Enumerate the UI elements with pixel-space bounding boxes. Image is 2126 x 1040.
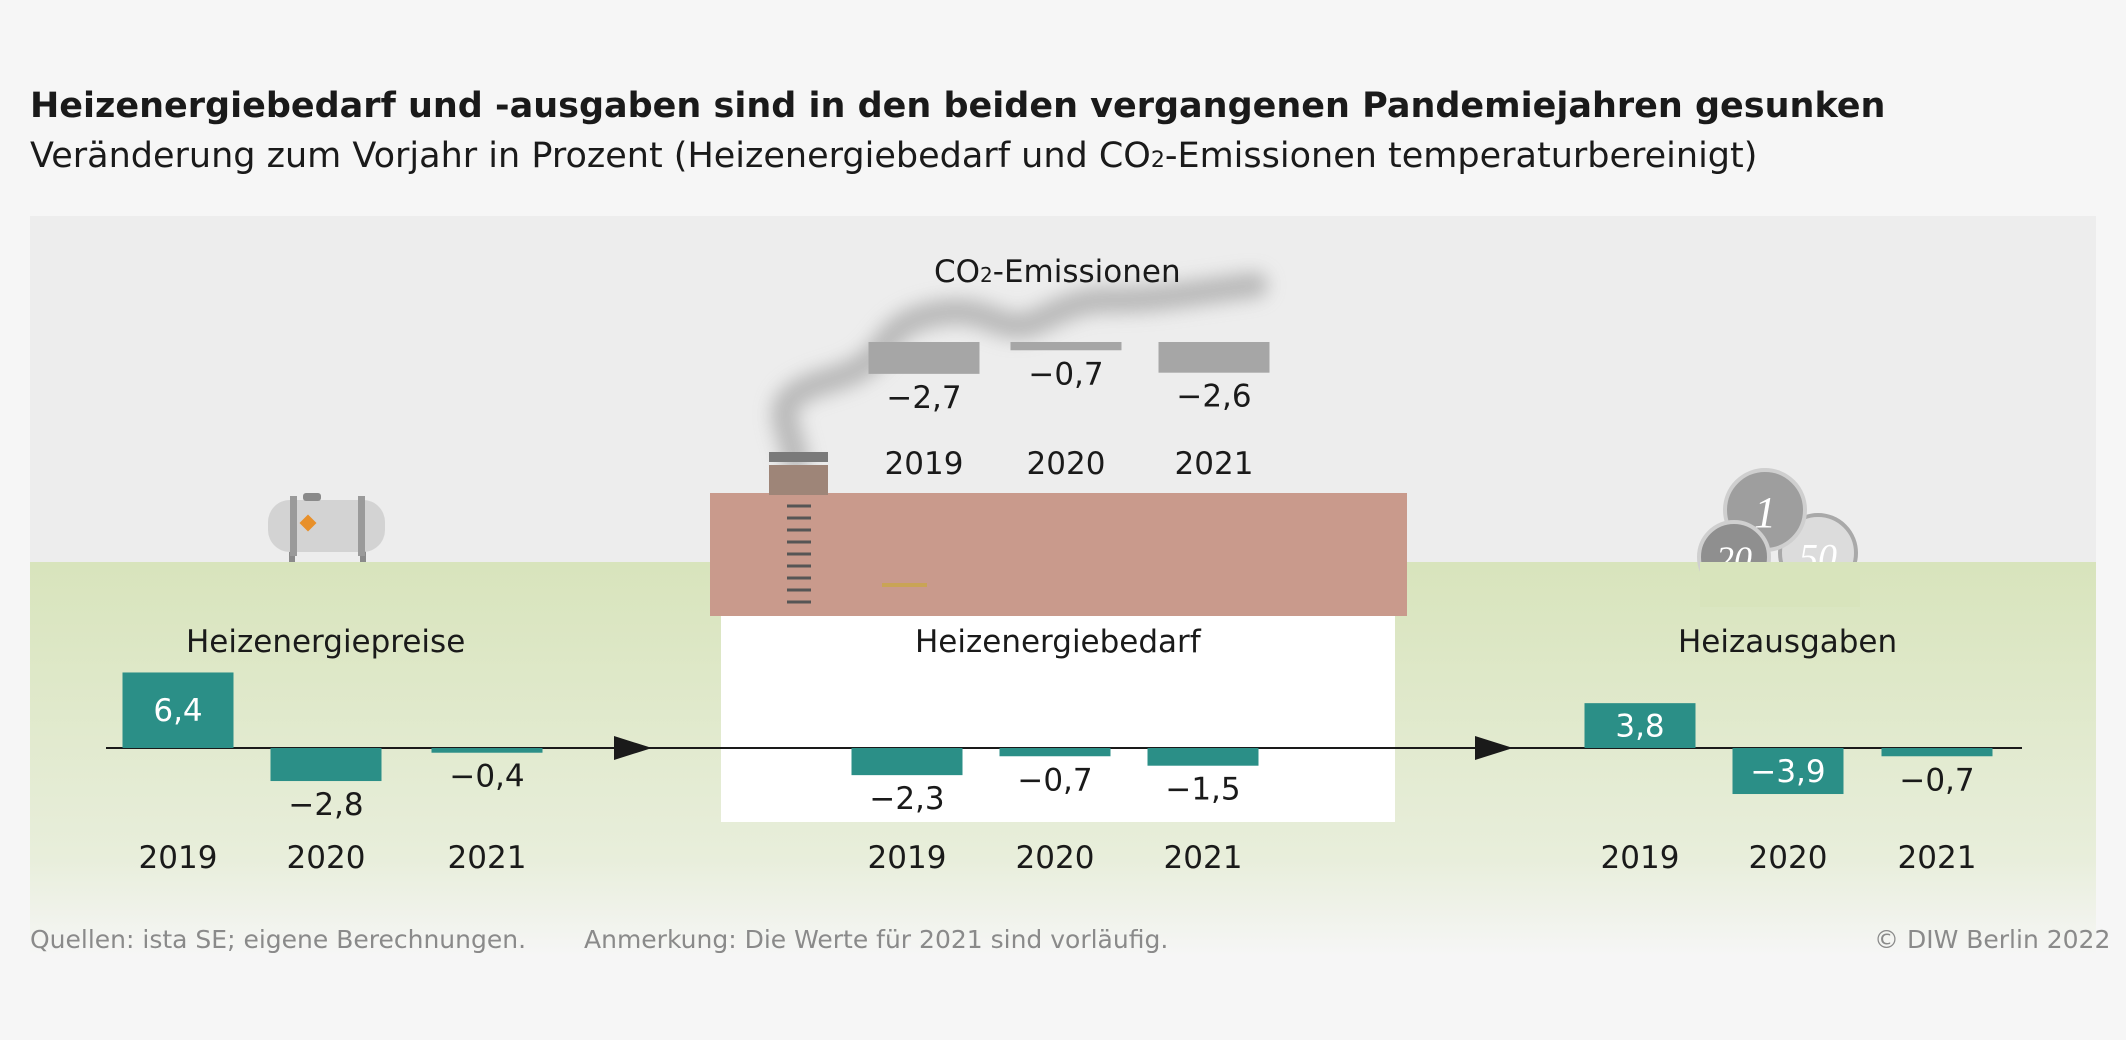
year-label-1-2019: 2019 [868, 840, 947, 876]
footer-note: Anmerkung: Die Werte für 2021 sind vorlä… [584, 925, 1169, 954]
bar-3-2020 [1010, 342, 1122, 351]
value-label-1-2019: −2,3 [869, 781, 944, 817]
flow-arrow-1 [614, 736, 652, 760]
panel-title-co2-emissionen: CO2-Emissionen [934, 254, 1181, 290]
year-label-1-2021: 2021 [1164, 840, 1243, 876]
bar-0-2019 [122, 672, 234, 748]
chimney-smoke-icon [771, 272, 1268, 475]
house-roof [710, 493, 1407, 616]
svg-text:1: 1 [1754, 488, 1776, 537]
value-label-1-2020: −0,7 [1017, 762, 1092, 798]
bar-3-2019 [868, 342, 980, 374]
value-label-0-2019: 6,4 [153, 693, 202, 729]
chart-subtitle: Veränderung zum Vorjahr in Prozent (Heiz… [30, 136, 1758, 176]
bar-2-2019 [1584, 703, 1696, 748]
footer-sources: Quellen: ista SE; eigene Berechnungen. [30, 925, 527, 954]
panel-title-heizenergiepreise: Heizenergiepreise [186, 624, 466, 660]
year-label-0-2020: 2020 [287, 840, 366, 876]
bar-1-2021 [1147, 748, 1259, 766]
value-label-2-2020: −3,9 [1750, 754, 1825, 790]
panel-title-heizenergiebedarf: Heizenergiebedarf [915, 624, 1201, 660]
chimney-ladder [787, 504, 811, 604]
bar-1-2019 [851, 748, 963, 776]
value-label-2-2021: −0,7 [1899, 762, 1974, 798]
value-label-3-2021: −2,6 [1176, 379, 1251, 415]
panel-title-heizausgaben: Heizausgaben [1678, 624, 1898, 660]
year-label-3-2020: 2020 [1027, 446, 1106, 482]
bar-2-2020 [1732, 748, 1844, 795]
chimney [769, 465, 828, 495]
bar-1-2020 [999, 748, 1111, 757]
bar-0-2020 [270, 748, 382, 782]
bar-2-2021 [1881, 748, 1993, 757]
footer-copyright: © DIW Berlin 2022 [1874, 925, 2111, 954]
flow-arrow-2 [1475, 736, 1513, 760]
chart-title: Heizenergiebedarf und -ausgaben sind in … [30, 86, 1886, 126]
value-label-2-2019: 3,8 [1615, 709, 1664, 745]
value-label-1-2021: −1,5 [1165, 772, 1240, 808]
roof-detail [882, 583, 927, 587]
value-label-0-2021: −0,4 [449, 759, 524, 795]
year-label-2-2019: 2019 [1601, 840, 1680, 876]
bar-3-2021 [1158, 342, 1270, 373]
bar-0-2021 [431, 748, 543, 753]
year-label-0-2021: 2021 [448, 840, 527, 876]
chimney-cap [769, 452, 828, 462]
year-label-0-2019: 2019 [139, 840, 218, 876]
value-label-0-2020: −2,8 [288, 787, 363, 823]
value-label-3-2019: −2,7 [886, 380, 961, 416]
year-label-3-2021: 2021 [1175, 446, 1254, 482]
value-label-3-2020: −0,7 [1028, 356, 1103, 392]
year-label-1-2020: 2020 [1016, 840, 1095, 876]
year-label-2-2021: 2021 [1898, 840, 1977, 876]
year-label-2-2020: 2020 [1749, 840, 1828, 876]
house-body [721, 614, 1395, 822]
year-label-3-2019: 2019 [885, 446, 964, 482]
oil-tank-icon [268, 493, 385, 562]
coin-ground-mask [1700, 562, 1860, 607]
